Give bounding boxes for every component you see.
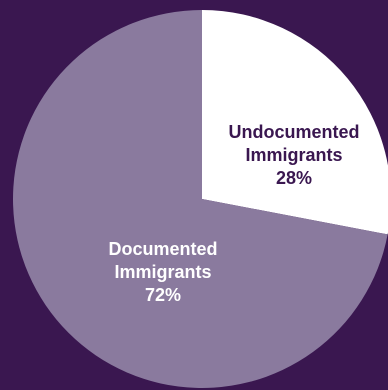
slice-value-label: 72% (145, 285, 181, 305)
pie-labels: Undocumented Immigrants 28% Documented Immig… (108, 122, 359, 305)
slice-label-undocumented-immigrants: Undocumented Immigrants 28% (228, 122, 359, 188)
pie-slices (13, 10, 388, 389)
pie-slice-undocumented-immigrants (202, 10, 388, 235)
pie-slice-documented-immigrants (13, 10, 388, 389)
slice-value-label: 28% (276, 168, 312, 188)
slice-name-line: Immigrants (114, 262, 211, 282)
slice-name-line: Immigrants (245, 145, 342, 165)
slice-name-line: Documented (108, 239, 217, 259)
slice-name-line: Undocumented (228, 122, 359, 142)
slice-label-documented-immigrants: Documented Immigrants 72% (108, 239, 217, 305)
